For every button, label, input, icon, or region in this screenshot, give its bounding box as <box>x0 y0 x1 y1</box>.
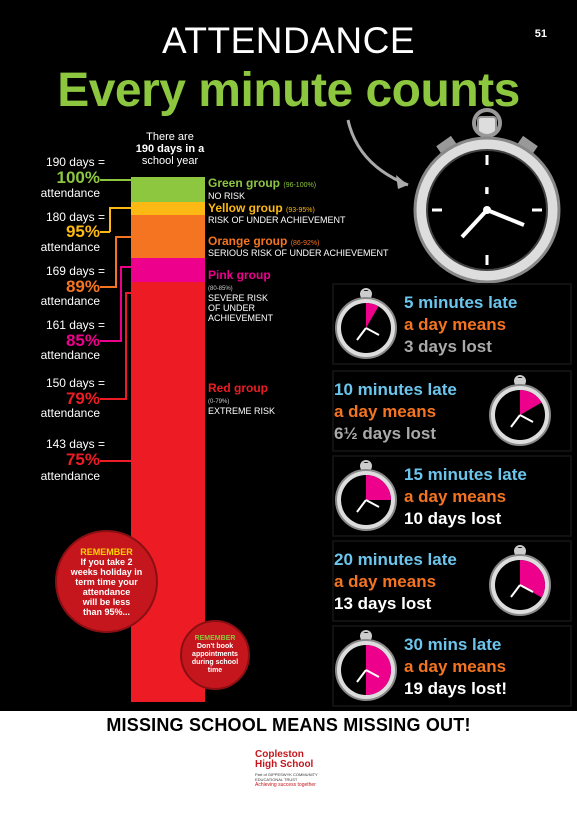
bar-segment-pink <box>131 258 205 282</box>
group-pink: Pink group <box>208 268 271 282</box>
late-tile: 30 mins late a day means 19 days lost! <box>332 625 572 707</box>
school-logo: Copleston High School Part of GIPPESWYK … <box>255 749 318 789</box>
late-tile-line: a day means <box>404 657 507 676</box>
connector-95b <box>109 207 111 232</box>
title-every-minute-counts: Every minute counts <box>57 64 520 117</box>
connector-95c <box>109 207 131 209</box>
late-sector <box>366 645 391 695</box>
connector-85c <box>120 266 131 268</box>
late-tile-line: 30 mins late <box>404 635 502 654</box>
late-tile: 20 minutes late a day means 13 days lost <box>332 540 572 622</box>
stopwatch-icon <box>335 460 397 531</box>
late-tile-line: 10 minutes late <box>334 380 457 399</box>
late-sector <box>366 303 379 328</box>
stopwatch-icon <box>335 288 397 359</box>
late-tile-line: 3 days lost <box>404 337 492 356</box>
page-number: 51 <box>534 28 547 40</box>
connector-100 <box>100 179 131 181</box>
poster: 51 ATTENDANCE Every minute counts There … <box>0 0 577 711</box>
svg-text:▮: ▮ <box>485 186 490 196</box>
connector-89c <box>115 236 131 238</box>
late-tile: 10 minutes late a day means 6½ days lost <box>332 370 572 452</box>
remember-holiday-bubble: REMEMBER If you take 2 weeks holiday in … <box>55 530 158 633</box>
connector-85b <box>120 266 122 342</box>
title-attendance: ATTENDANCE <box>161 20 416 61</box>
bar-segment-orange <box>131 215 205 258</box>
group-pink-range: (80-85%) <box>208 286 233 292</box>
stopwatch-icon <box>489 375 551 446</box>
late-tile-line: 5 minutes late <box>404 293 518 312</box>
late-tile-line: 10 days lost <box>404 509 502 528</box>
late-tile-line: 19 days lost! <box>404 679 507 698</box>
group-red-risk: EXTREME RISK <box>208 406 276 416</box>
bar-segment-green <box>131 177 205 202</box>
stopwatch-icon <box>335 630 397 701</box>
late-tile-line: 6½ days lost <box>334 424 437 443</box>
group-pink-risk: SEVERE RISK OF UNDER ACHIEVEMENT <box>208 293 274 323</box>
connector-95a <box>100 231 110 233</box>
connector-79c <box>125 292 131 294</box>
late-sector <box>366 475 391 500</box>
remember-appointments-bubble: REMEMBER Don't book appointments during … <box>180 620 250 690</box>
late-tile-line: a day means <box>404 315 507 334</box>
group-red: Red group <box>208 381 268 395</box>
footer-slogan: MISSING SCHOOL MEANS MISSING OUT! <box>106 715 471 735</box>
connector-79a <box>100 398 126 400</box>
late-tile-line: a day means <box>334 572 437 591</box>
stopwatch-icon <box>489 545 551 616</box>
bar-segment-yellow <box>131 202 205 215</box>
bar-caption: There are 190 days in a school year <box>135 131 205 167</box>
late-tile: 15 minutes late a day means 10 days lost <box>332 455 572 537</box>
connector-85a <box>100 340 121 342</box>
late-sector <box>520 390 542 415</box>
late-tile-line: 20 minutes late <box>334 550 457 569</box>
late-tile-line: 13 days lost <box>334 594 432 613</box>
group-orange: Orange group (86-92%) <box>208 234 320 248</box>
stopwatch-icon: ▮ <box>346 108 561 284</box>
group-yellow-risk: RISK OF UNDER ACHIEVEMENT <box>208 215 346 225</box>
connector-79b <box>125 292 127 400</box>
late-tile-line: a day means <box>334 402 437 421</box>
connector-75 <box>100 460 131 462</box>
group-green: Green group (96-100%) <box>208 176 317 190</box>
group-red-range: (0-79%) <box>208 399 230 405</box>
late-tile: 5 minutes late a day means 3 days lost <box>332 283 572 365</box>
late-tile-line: 15 minutes late <box>404 465 527 484</box>
late-tile-line: a day means <box>404 487 507 506</box>
connector-89a <box>100 286 116 288</box>
group-orange-risk: SERIOUS RISK OF UNDER ACHIEVEMENT <box>208 248 389 258</box>
connector-89b <box>115 236 117 288</box>
group-yellow: Yellow group (93-95%) <box>208 201 315 215</box>
group-green-risk: NO RISK <box>208 191 246 201</box>
